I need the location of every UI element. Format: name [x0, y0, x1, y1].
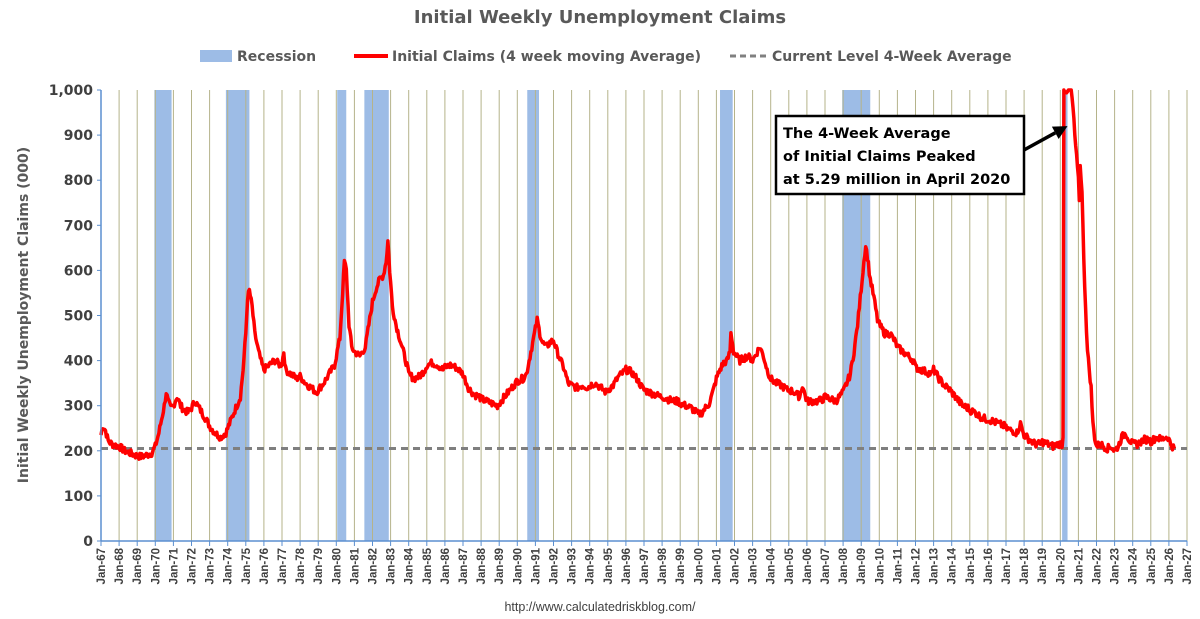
x-tick-label: Jan-86: [440, 548, 452, 584]
annotation-line-1: The 4-Week Average: [783, 126, 951, 142]
x-tick-label: Jan-77: [277, 548, 289, 584]
y-tick-label: 1,000: [49, 83, 94, 99]
chart-title: Initial Weekly Unemployment Claims: [414, 7, 786, 28]
x-tick-label: Jan-87: [458, 548, 470, 584]
peak-annotation: The 4-Week Average of Initial Claims Pea…: [774, 114, 1068, 196]
x-tick-label: Jan-76: [259, 548, 271, 584]
x-tick-label: Jan-24: [1128, 547, 1140, 584]
x-tick-label: Jan-83: [386, 548, 398, 584]
x-tick-label: Jan-88: [476, 547, 488, 584]
x-tick-label: Jan-15: [965, 547, 977, 584]
recession-band-2: [225, 90, 250, 541]
x-tick-label: Jan-91: [530, 547, 542, 584]
y-axis-ticks: 0 100 200 300 400 500 600 700 800 900 1,000: [49, 83, 101, 550]
legend-recession-swatch: [200, 50, 232, 62]
x-tick-label: Jan-04: [766, 547, 778, 584]
x-axis-ticks: Jan-67 Jan-68 Jan-69 Jan-70 Jan-71 Jan-72 Jan-…: [96, 541, 1194, 584]
x-tick-label: Jan-94: [585, 547, 597, 584]
source-url: http://www.calculatedriskblog.com/: [504, 600, 696, 614]
recession-band-5: [527, 90, 540, 541]
x-tick-label: Jan-17: [1001, 548, 1013, 584]
x-tick-label: Jan-16: [983, 548, 995, 584]
x-tick-label: Jan-26: [1164, 548, 1176, 584]
x-tick-label: Jan-81: [349, 547, 361, 584]
legend: Recession Initial Claims (4 week moving …: [200, 49, 1012, 65]
x-tick-label: Jan-09: [856, 548, 868, 584]
x-tick-label: Jan-25: [1146, 547, 1158, 584]
y-tick-label: 400: [64, 354, 93, 370]
y-tick-label: 0: [83, 534, 93, 550]
y-tick-label: 100: [64, 489, 93, 505]
x-tick-label: Jan-22: [1092, 548, 1104, 584]
x-tick-label: Jan-12: [911, 548, 923, 584]
y-tick-label: 600: [64, 263, 93, 279]
x-tick-label: Jan-75: [241, 547, 253, 584]
vertical-gridlines: [118, 90, 1188, 541]
series-line-initial-claims: [99, 88, 1176, 461]
y-tick-label: 500: [64, 309, 93, 325]
x-tick-label: Jan-82: [368, 548, 380, 584]
y-tick-label: 200: [64, 444, 93, 460]
y-tick-label: 700: [64, 218, 93, 234]
x-tick-label: Jan-84: [404, 547, 416, 584]
x-tick-label: Jan-74: [223, 547, 235, 584]
annotation-arrow: [1023, 131, 1057, 152]
legend-current-level-label: Current Level 4-Week Average: [772, 49, 1012, 65]
x-tick-label: Jan-20: [1055, 548, 1067, 584]
x-tick-label: Jan-71: [168, 547, 180, 584]
x-tick-label: Jan-13: [929, 548, 941, 584]
x-tick-label: Jan-14: [947, 547, 959, 584]
x-tick-label: Jan-79: [313, 548, 325, 584]
legend-recession-label: Recession: [237, 49, 316, 65]
x-tick-label: Jan-70: [150, 548, 162, 584]
x-tick-label: Jan-11: [892, 547, 904, 583]
x-tick-label: Jan-72: [187, 548, 199, 584]
x-tick-label: Jan-93: [567, 548, 579, 584]
annotation-box: [774, 114, 1026, 196]
x-tick-label: Jan-90: [512, 548, 524, 584]
x-tick-label: Jan-80: [331, 548, 343, 584]
x-tick-label: Jan-99: [675, 548, 687, 584]
legend-claims-label: Initial Claims (4 week moving Average): [392, 49, 701, 65]
x-tick-label: Jan-92: [549, 548, 561, 584]
x-tick-label: Jan-06: [802, 548, 814, 584]
x-tick-label: Jan-78: [295, 547, 307, 584]
x-tick-label: Jan-98: [657, 547, 669, 584]
x-tick-label: Jan-08: [838, 547, 850, 584]
x-tick-label: Jan-19: [1037, 548, 1049, 584]
recession-band-4: [364, 90, 389, 541]
annotation-line-2: of Initial Claims Peaked: [783, 149, 976, 165]
y-tick-label: 800: [64, 173, 93, 189]
annotation-line-3: at 5.29 million in April 2020: [783, 172, 1010, 188]
x-tick-label: Jan-00: [693, 548, 705, 584]
x-tick-label: Jan-01: [711, 547, 723, 584]
x-tick-label: Jan-89: [494, 548, 506, 584]
annotation-arrowhead: [1051, 126, 1068, 139]
y-tick-label: 300: [64, 399, 93, 415]
x-tick-label: Jan-02: [730, 548, 742, 584]
x-tick-label: Jan-97: [639, 548, 651, 584]
recession-band-6: [720, 90, 733, 541]
x-tick-label: Jan-85: [422, 547, 434, 584]
x-tick-label: Jan-07: [820, 548, 832, 584]
x-tick-label: Jan-21: [1073, 547, 1085, 584]
x-tick-label: Jan-03: [748, 548, 760, 584]
x-tick-label: Jan-05: [784, 547, 796, 584]
recession-band-1: [154, 90, 172, 541]
x-tick-label: Jan-67: [96, 548, 108, 584]
x-tick-label: Jan-69: [132, 548, 144, 584]
x-tick-label: Jan-23: [1110, 548, 1122, 584]
x-tick-label: Jan-68: [114, 547, 126, 584]
y-axis-label: Initial Weekly Unemployment Claims (000): [16, 147, 32, 483]
x-tick-label: Jan-10: [874, 548, 886, 584]
x-tick-label: Jan-73: [205, 548, 217, 584]
x-tick-label: Jan-27: [1182, 548, 1194, 584]
x-tick-label: Jan-96: [621, 548, 633, 584]
y-tick-label: 900: [64, 128, 93, 144]
x-tick-label: Jan-18: [1019, 547, 1031, 584]
x-tick-label: Jan-95: [603, 547, 615, 584]
